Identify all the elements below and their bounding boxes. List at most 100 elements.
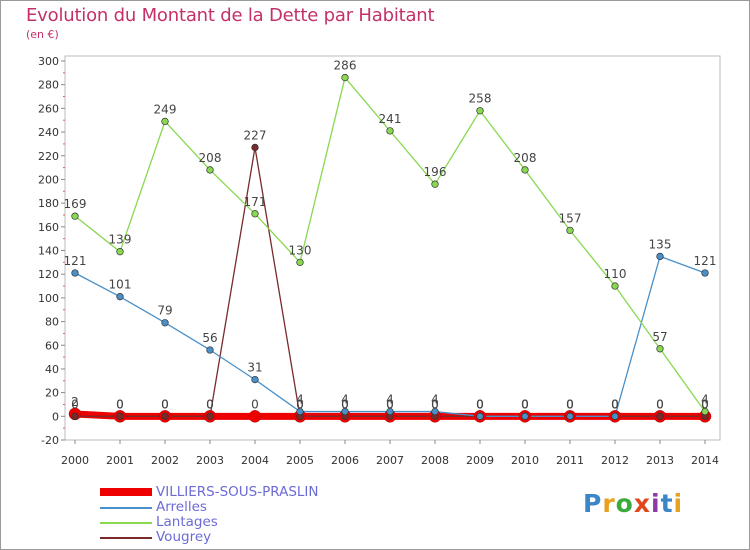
logo-letter: P bbox=[583, 489, 603, 518]
x-tick-label: 2008 bbox=[421, 454, 449, 467]
data-label: 0 bbox=[656, 397, 664, 411]
data-label: 0 bbox=[476, 397, 484, 411]
y-tick-label: 80 bbox=[45, 316, 59, 329]
x-tick-label: 2003 bbox=[196, 454, 224, 467]
data-label: 0 bbox=[431, 397, 439, 411]
data-label: 0 bbox=[476, 397, 484, 411]
logo-letter: i bbox=[673, 489, 684, 518]
data-label: 4 bbox=[386, 393, 394, 407]
x-tick-label: 2004 bbox=[241, 454, 269, 467]
x-tick-label: 2014 bbox=[691, 454, 719, 467]
data-label: 121 bbox=[64, 254, 87, 268]
data-label: 0 bbox=[116, 397, 124, 411]
series-point-1 bbox=[161, 319, 169, 327]
data-label: 0 bbox=[296, 397, 304, 411]
data-label: 0 bbox=[566, 397, 574, 411]
series-point-2 bbox=[116, 248, 124, 256]
series-point-2 bbox=[656, 345, 664, 353]
data-label: 130 bbox=[289, 243, 312, 257]
data-label: 0 bbox=[431, 397, 439, 411]
data-label: 0 bbox=[251, 397, 259, 411]
data-label: 286 bbox=[334, 59, 357, 73]
y-tick-label: 40 bbox=[45, 363, 59, 376]
legend-swatch-arrelles bbox=[100, 507, 152, 509]
x-tick-label: 2007 bbox=[376, 454, 404, 467]
data-label: 0 bbox=[116, 397, 124, 411]
data-label: 101 bbox=[109, 278, 132, 292]
series-point-1 bbox=[116, 293, 124, 301]
x-tick-label: 2009 bbox=[466, 454, 494, 467]
data-label: 0 bbox=[206, 397, 214, 411]
x-tick-label: 2010 bbox=[511, 454, 539, 467]
series-point-1 bbox=[611, 412, 619, 420]
y-tick-label: 60 bbox=[45, 339, 59, 352]
series-point-2 bbox=[476, 107, 484, 115]
series-point-0 bbox=[248, 410, 262, 423]
data-label: 0 bbox=[521, 397, 529, 411]
chart-subtitle: (en €) bbox=[26, 28, 59, 41]
data-label: 0 bbox=[521, 397, 529, 411]
legend-swatch-lantages bbox=[100, 522, 152, 524]
series-point-3 bbox=[71, 412, 79, 420]
data-label: 0 bbox=[476, 397, 484, 411]
x-tick-label: 2002 bbox=[151, 454, 179, 467]
data-label: 0 bbox=[386, 397, 394, 411]
series-point-2 bbox=[521, 166, 529, 174]
data-label: 0 bbox=[566, 397, 574, 411]
y-tick-label: 300 bbox=[38, 55, 59, 68]
series-point-1 bbox=[521, 412, 529, 420]
data-label: 121 bbox=[694, 254, 717, 268]
data-label: 139 bbox=[109, 233, 132, 247]
y-tick-label: 100 bbox=[38, 292, 59, 305]
series-point-3 bbox=[161, 412, 169, 420]
series-point-3 bbox=[206, 412, 214, 420]
data-label: 0 bbox=[386, 397, 394, 411]
y-tick-label: 200 bbox=[38, 173, 59, 186]
y-tick-label: 180 bbox=[38, 197, 59, 210]
series-point-2 bbox=[251, 210, 259, 218]
legend-swatch-vougrey bbox=[100, 537, 152, 539]
y-tick-label: 220 bbox=[38, 150, 59, 163]
series-point-1 bbox=[656, 252, 664, 261]
series-point-3 bbox=[251, 143, 259, 152]
data-label: 2 bbox=[71, 395, 79, 409]
data-label: 241 bbox=[379, 112, 402, 126]
y-tick-label: 20 bbox=[45, 387, 59, 400]
data-label: 0 bbox=[296, 397, 304, 411]
data-label: 110 bbox=[604, 267, 627, 281]
x-tick-label: 2000 bbox=[61, 454, 89, 467]
series-point-1 bbox=[251, 375, 259, 384]
x-tick-label: 2006 bbox=[331, 454, 359, 467]
y-tick-label: 260 bbox=[38, 102, 59, 115]
series-point-2 bbox=[161, 117, 169, 126]
data-label: 0 bbox=[611, 397, 619, 411]
x-tick-label: 2011 bbox=[556, 454, 584, 467]
data-label: 56 bbox=[202, 331, 217, 345]
series-line-3 bbox=[75, 146, 705, 417]
y-tick-label: 160 bbox=[38, 221, 59, 234]
data-label: 227 bbox=[244, 128, 267, 142]
data-label: 4 bbox=[341, 393, 349, 407]
data-label: 0 bbox=[341, 397, 349, 411]
series-point-1 bbox=[701, 269, 709, 277]
data-label: 0 bbox=[71, 397, 79, 411]
logo-letter: r bbox=[602, 489, 616, 518]
proxiti-logo: Proxiti bbox=[583, 489, 683, 518]
data-label: 0 bbox=[566, 397, 574, 411]
series-point-3 bbox=[656, 412, 664, 420]
y-tick-label: 120 bbox=[38, 268, 59, 281]
data-label: 258 bbox=[469, 92, 492, 106]
series-point-2 bbox=[566, 226, 574, 235]
data-label: 208 bbox=[514, 151, 537, 165]
data-label: 4 bbox=[701, 393, 709, 407]
data-label: 79 bbox=[157, 304, 172, 318]
data-label: 0 bbox=[341, 397, 349, 411]
y-tick-label: 140 bbox=[38, 245, 59, 258]
x-tick-label: 2012 bbox=[601, 454, 629, 467]
data-label: 249 bbox=[154, 102, 177, 116]
y-tick-label: 0 bbox=[52, 410, 59, 423]
data-label: 169 bbox=[64, 197, 87, 211]
data-label: 31 bbox=[247, 361, 262, 375]
legend-label-vougrey: Vougrey bbox=[156, 529, 212, 545]
